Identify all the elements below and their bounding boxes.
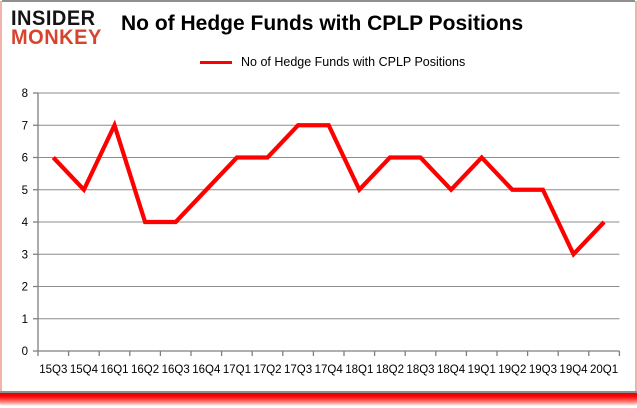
x-axis-tick-label: 15Q3 bbox=[39, 364, 67, 376]
x-axis-tick-label: 17Q1 bbox=[223, 364, 251, 376]
x-axis-tick-label: 18Q4 bbox=[437, 364, 466, 376]
data-series-line bbox=[51, 119, 606, 258]
x-axis-tick-label: 18Q1 bbox=[345, 364, 373, 376]
x-axis-tick-label: 16Q4 bbox=[192, 364, 221, 376]
legend-line-swatch bbox=[200, 60, 232, 64]
y-axis-tick-label: 6 bbox=[22, 153, 28, 165]
x-axis-tick-label: 20Q1 bbox=[590, 364, 618, 376]
x-axis-tick-label: 18Q3 bbox=[406, 364, 434, 376]
x-axis-tick-label: 19Q1 bbox=[468, 364, 496, 376]
y-axis-tick-label: 0 bbox=[22, 346, 28, 358]
x-axis-tick-label: 19Q4 bbox=[559, 364, 588, 376]
y-axis-tick-label: 8 bbox=[22, 88, 28, 100]
legend-label: No of Hedge Funds with CPLP Positions bbox=[241, 55, 466, 69]
y-axis-tick-label: 2 bbox=[22, 282, 28, 294]
x-axis-tick-label: 15Q4 bbox=[70, 364, 99, 376]
x-axis-tick-label: 19Q3 bbox=[529, 364, 557, 376]
chart-title: No of Hedge Funds with CPLP Positions bbox=[121, 12, 524, 35]
x-axis-tick-label: 17Q3 bbox=[284, 364, 312, 376]
x-axis-tick-label: 17Q4 bbox=[315, 364, 344, 376]
frame-border-top bbox=[2, 0, 635, 2]
frame-accent-bar bbox=[0, 393, 637, 406]
logo-text-monkey: MONKEY bbox=[11, 25, 102, 49]
frame-border-bottom bbox=[0, 391, 637, 393]
logo-text-insider: INSIDER bbox=[11, 6, 96, 31]
insider-monkey-logo: INSIDER MONKEY bbox=[11, 6, 102, 49]
y-axis-tick-label: 4 bbox=[22, 217, 29, 229]
x-axis-tick-label: 18Q2 bbox=[376, 364, 404, 376]
y-axis-tick-label: 7 bbox=[22, 120, 28, 132]
x-axis-tick-label: 17Q2 bbox=[253, 364, 281, 376]
frame-border-right bbox=[635, 1, 637, 400]
y-axis-tick-label: 3 bbox=[22, 249, 28, 261]
y-axis-tick-label: 1 bbox=[22, 314, 28, 326]
legend: No of Hedge Funds with CPLP Positions bbox=[200, 55, 465, 69]
y-axis-tick-label: 5 bbox=[22, 185, 28, 197]
x-axis-tick-label: 16Q2 bbox=[131, 364, 159, 376]
x-axis-tick-label: 16Q1 bbox=[100, 364, 128, 376]
x-axis-tick-label: 16Q3 bbox=[162, 364, 190, 376]
x-axis-tick-label: 19Q2 bbox=[498, 364, 526, 376]
frame-border-left bbox=[0, 1, 2, 400]
